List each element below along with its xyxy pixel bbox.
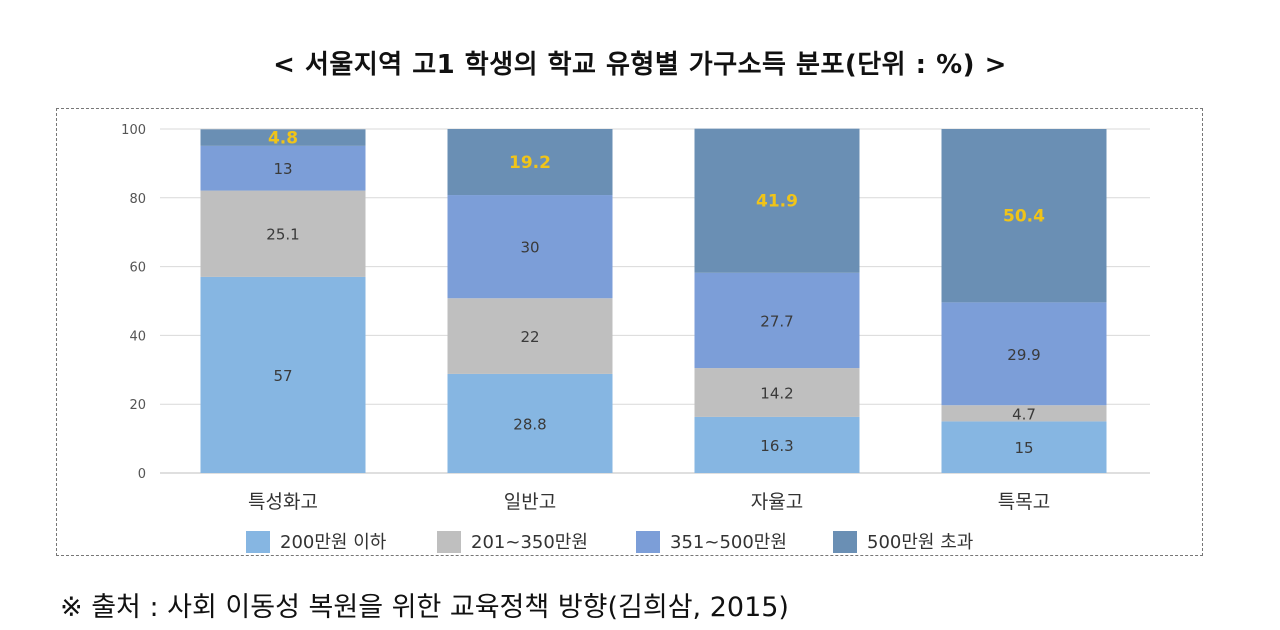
bar-segment <box>200 276 366 473</box>
bar-segment <box>694 272 860 369</box>
data-label: 29.9 <box>1007 346 1040 364</box>
data-label: 28.8 <box>513 415 546 433</box>
bar-segment <box>941 405 1107 422</box>
chart-title: < 서울지역 고1 학생의 학교 유형별 가구소득 분포(단위 : %) > <box>273 50 1007 80</box>
data-label: 4.7 <box>1012 405 1036 423</box>
data-label: 27.7 <box>760 312 793 330</box>
legend-swatch <box>833 531 857 553</box>
source-note: ※ 출처 : 사회 이동성 복원을 위한 교육정책 방향(김희삼, 2015) <box>60 592 789 623</box>
y-tick-label: 60 <box>129 261 146 276</box>
bar-segment <box>941 421 1107 473</box>
legend-label: 500만원 초과 <box>867 532 973 553</box>
legend-swatch <box>246 531 270 553</box>
data-label: 14.2 <box>760 385 793 403</box>
data-label: 15 <box>1014 439 1033 457</box>
data-label: 16.3 <box>760 437 793 455</box>
y-tick-label: 40 <box>129 329 146 344</box>
bar-segment <box>200 129 366 146</box>
x-tick-label: 자율고 <box>751 491 803 513</box>
data-label: 19.2 <box>509 153 551 173</box>
data-label: 41.9 <box>756 192 798 212</box>
legend-swatch <box>437 531 461 553</box>
data-label: 4.8 <box>268 129 298 149</box>
bar-segment <box>941 129 1107 303</box>
bar-segment <box>694 368 860 417</box>
y-tick-label: 80 <box>129 192 146 207</box>
legend-label: 201~350만원 <box>471 532 588 553</box>
data-label: 25.1 <box>266 226 299 244</box>
bar-segment <box>200 145 366 191</box>
legend-label: 351~500만원 <box>670 532 787 553</box>
bar-segment <box>694 416 860 473</box>
bar-segment <box>447 195 613 299</box>
data-label: 50.4 <box>1003 207 1045 227</box>
chart-frame <box>56 108 1203 556</box>
y-tick-label: 20 <box>129 398 146 413</box>
y-tick-label: 100 <box>121 123 146 138</box>
bar-segment <box>941 302 1107 406</box>
data-label: 13 <box>273 160 292 178</box>
legend-swatch <box>636 531 660 553</box>
legend-label: 200만원 이하 <box>280 532 387 553</box>
bar-segment <box>694 128 860 273</box>
bar-segment <box>447 298 613 374</box>
x-tick-label: 특목고 <box>998 491 1050 513</box>
x-tick-label: 일반고 <box>504 491 556 513</box>
y-tick-label: 0 <box>138 467 146 482</box>
bar-segment <box>447 129 613 196</box>
bar-segment <box>447 373 613 473</box>
data-label: 22 <box>520 328 539 346</box>
x-tick-label: 특성화고 <box>248 491 318 513</box>
bar-segment <box>200 190 366 277</box>
data-label: 57 <box>273 367 292 385</box>
data-label: 30 <box>520 239 539 257</box>
